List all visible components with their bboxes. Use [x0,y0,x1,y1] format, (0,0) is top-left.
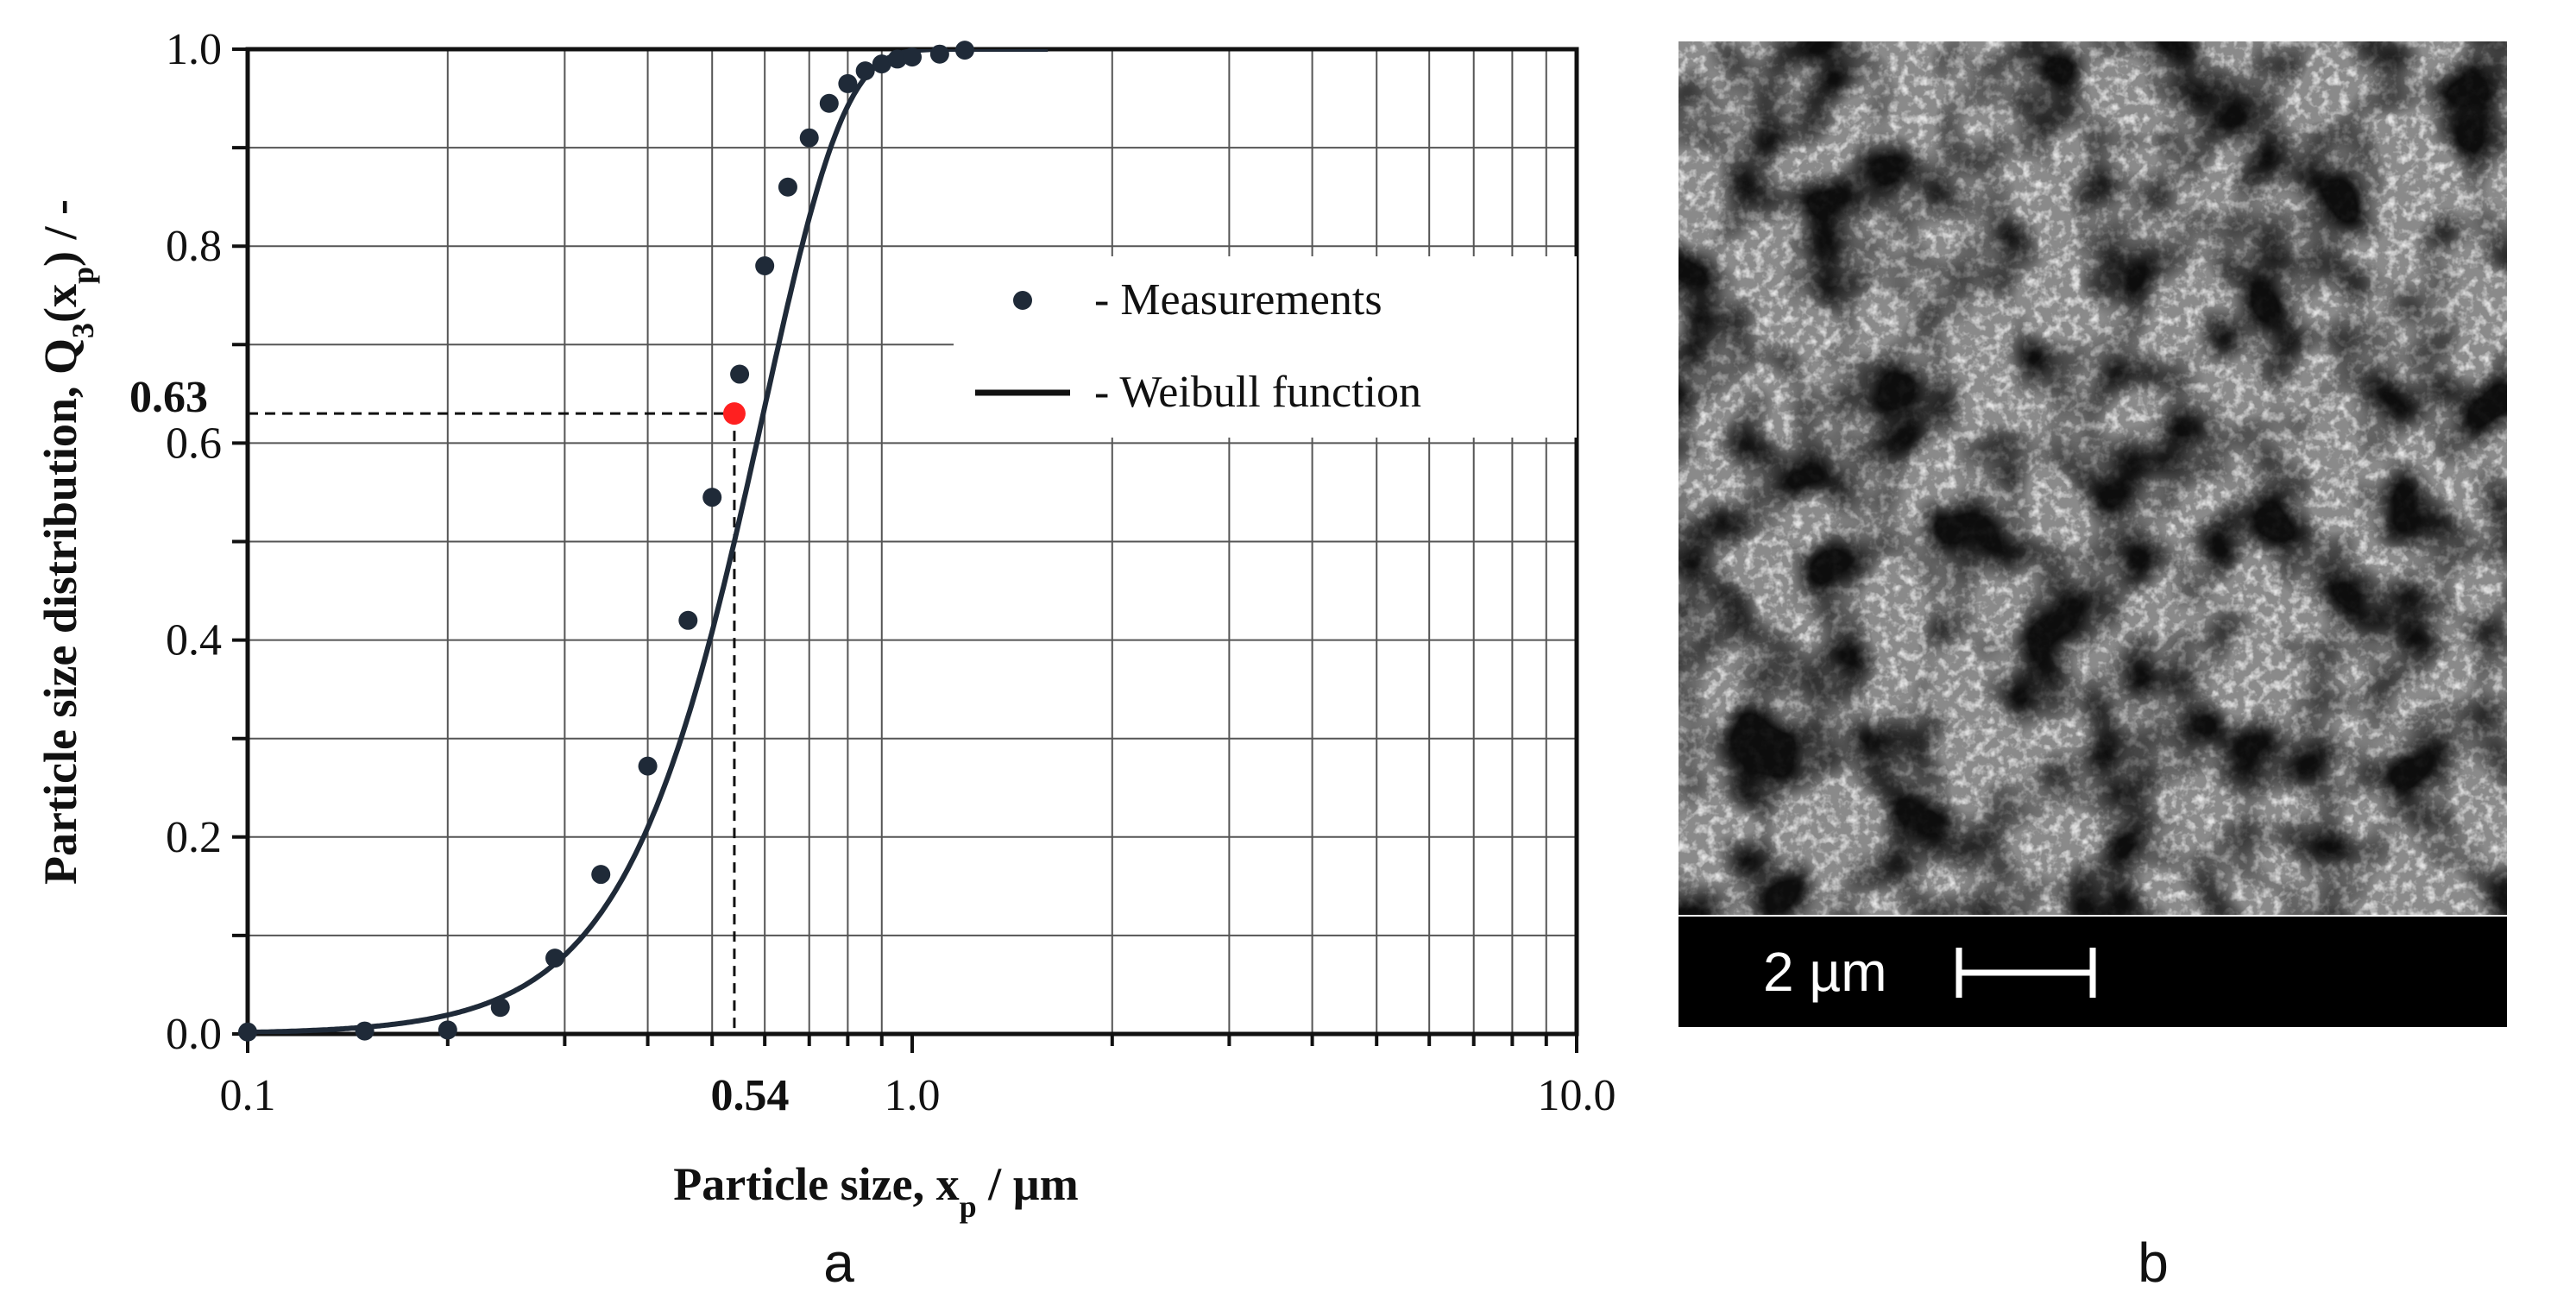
x-tick-label: 0.1 [220,1071,276,1120]
legend-marker-measurements [1013,291,1032,310]
panel-label-a: a [823,1232,854,1294]
x-axis-ticks: 0.1 1.0 10.0 [220,1034,1616,1120]
legend-label-weibull: - Weibull function [1094,368,1421,417]
measurement-point [678,610,698,630]
measurement-points [238,41,974,1042]
legend-box [954,256,1577,438]
y-tick-label: 0.2 [166,813,222,862]
micrograph-dark-pores [1678,41,2507,915]
x-value-annotation: 0.54 [710,1071,789,1120]
chart-panel-a: 0.0 0.2 0.4 0.6 0.8 1.0 0.1 1.0 10.0 0.63 0.54 -… [35,25,1616,1294]
measurement-point [799,128,819,148]
y-axis-ticks: 0.0 0.2 0.4 0.6 0.8 1.0 [166,25,248,1059]
measurement-point [954,41,974,60]
y-value-annotation: 0.63 [129,373,208,422]
measurement-point [755,256,775,276]
x-tick-label: 1.0 [885,1071,941,1120]
scale-bar-label: 2 µm [1763,941,1887,1003]
x-axis-label: Particle size, xp / µm [673,1158,1078,1224]
measurement-point [838,73,858,93]
measurement-point [929,44,949,64]
y-tick-label: 0.4 [166,616,222,665]
value-guide-lines: 0.63 0.54 [129,373,789,1120]
y-tick-label: 0.8 [166,222,222,271]
measurement-point [778,177,797,197]
measurement-point [355,1021,375,1041]
measurement-point [730,364,750,384]
measurement-point [872,54,891,74]
legend: - Measurements - Weibull function [954,256,1577,438]
y-tick-label: 1.0 [166,25,222,74]
highlight-layer [722,402,746,425]
measurement-point [855,61,875,81]
measurement-point [591,865,611,885]
measurement-point [438,1020,457,1040]
y-tick-label: 0.6 [166,419,222,468]
measurement-point [887,49,907,69]
measurement-point [819,93,839,113]
scale-bar [1956,948,2096,998]
measurement-point [238,1022,257,1042]
measurement-point [903,47,922,67]
y-tick-label: 0.0 [166,1010,222,1059]
measurement-point [490,998,510,1018]
x-tick-label: 10.0 [1538,1071,1616,1120]
highlight-point [722,402,746,425]
measurement-point [545,949,565,968]
measurement-point [702,488,722,507]
legend-label-measurements: - Measurements [1094,275,1382,325]
y-axis-label: Particle size distribution, Q3(xp) / - [35,199,100,885]
measurement-point [638,756,658,776]
plot-grid [248,49,1577,1034]
micrograph-panel-b: 2 µm b [1678,41,2507,1294]
panel-label-b: b [2138,1232,2169,1294]
